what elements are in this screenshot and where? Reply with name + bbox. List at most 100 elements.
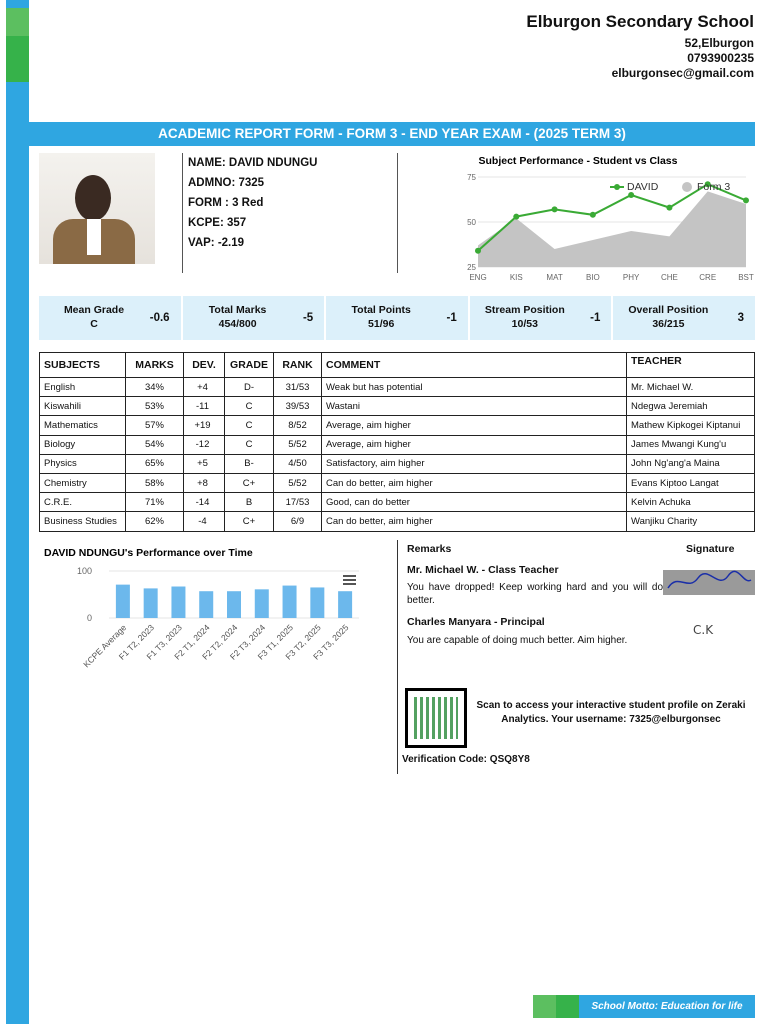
table-cell: Satisfactory, aim higher: [321, 454, 626, 473]
x-tick-label: CRE: [699, 273, 716, 282]
cell-text: Weak but has potential: [326, 381, 423, 393]
student-point: [551, 206, 558, 213]
cell-text: +8: [197, 477, 208, 489]
x-tick-label: ENG: [469, 273, 486, 282]
table-cell: C.R.E.: [39, 493, 125, 512]
table-cell: Kiswahili: [39, 397, 125, 416]
table-cell: 54%: [125, 435, 183, 454]
remarks-heading: Remarks: [407, 543, 452, 555]
table-cell: English: [39, 378, 125, 397]
table-cell: 39/53: [273, 397, 321, 416]
cell-text: +5: [197, 458, 208, 470]
address: 52,Elburgon: [684, 36, 754, 50]
student-point: [743, 197, 749, 204]
table-cell: 17/53: [273, 493, 321, 512]
bar: [171, 586, 186, 618]
bar: [143, 588, 158, 618]
table-row: C.R.E. 71% -14 B 17/53 Good, can do better Kel…: [39, 493, 755, 513]
table-cell: John Ng'ang'a Maina: [626, 454, 755, 473]
header-text: GRADE: [230, 359, 268, 371]
history-chart: DAVID NDUNGU's Performance over Time 0 100…: [44, 547, 359, 669]
header-cell: MARKS: [125, 353, 183, 377]
table-cell: -14: [183, 493, 224, 512]
bar: [282, 585, 297, 618]
table-cell: C+: [224, 512, 273, 531]
table-cell: -12: [183, 435, 224, 454]
summary-change: 3: [738, 312, 747, 324]
table-row: Biology 54% -12 C 5/52 Average, aim higher Jam…: [39, 435, 755, 455]
cell-text: -11: [195, 400, 210, 412]
summary-change: -1: [590, 312, 603, 324]
teacher-comment: You have dropped! Keep working hard and …: [407, 582, 663, 606]
cell-text: Can do better, aim higher: [326, 515, 433, 527]
cell-text: Physics: [44, 458, 77, 470]
table-cell: 8/52: [273, 416, 321, 435]
table-cell: Mathew Kipkogei Kiptanui: [626, 416, 755, 435]
summary-value: 51/96: [368, 318, 395, 330]
table-cell: Ndegwa Jeremiah: [626, 397, 755, 416]
table-cell: 57%: [125, 416, 183, 435]
table-cell: Wastani: [321, 397, 626, 416]
table-cell: Physics: [39, 454, 125, 473]
cell-text: C+: [242, 477, 256, 489]
cell-text: 58%: [144, 477, 164, 489]
banner: ACADEMIC REPORT FORM - FORM 3 - END YEAR…: [29, 122, 755, 146]
table-cell: James Mwangi Kung'u: [626, 435, 755, 454]
table-cell: 62%: [125, 512, 183, 531]
summary-change: -0.6: [150, 312, 173, 324]
legend-marker: [682, 182, 692, 192]
table-cell: +8: [183, 473, 224, 493]
table-cell: C: [224, 435, 273, 454]
change-value: 3: [737, 312, 744, 325]
kcpe: KCPE: 357: [188, 217, 247, 229]
email: elburgonsec@gmail.com: [611, 66, 754, 80]
cell-text: D-: [243, 381, 255, 393]
cell-text: 71%: [144, 496, 164, 508]
header-cell: SUBJECTS: [39, 353, 125, 377]
header-cell: COMMENT: [321, 353, 626, 377]
class-area: [478, 191, 746, 267]
cell-text: Mathematics: [44, 419, 98, 431]
cell-text: 57%: [144, 419, 164, 431]
bar: [338, 591, 353, 618]
bar: [199, 591, 214, 618]
table-cell: 5/52: [273, 435, 321, 454]
table-cell: 6/9: [273, 512, 321, 531]
table-header: SUBJECTS MARKS DEV. GRADE RANK COMMENT TEACHER: [39, 353, 755, 378]
bar: [115, 584, 130, 618]
y-tick-label: 75: [467, 173, 476, 182]
table-cell: Average, aim higher: [321, 435, 626, 454]
summary-value: 454/800: [218, 318, 257, 330]
cell-text: Business Studies: [44, 515, 117, 527]
student-point: [513, 213, 520, 220]
student-photo: [39, 153, 155, 264]
cell-text: Kelvin Achuka: [631, 496, 691, 508]
cell-text: 31/53: [285, 381, 310, 393]
table-cell: +4: [183, 378, 224, 397]
menu-icon[interactable]: [343, 575, 356, 585]
student-info: NAME: DAVID NDUNGU ADMNO: 7325 FORM : 3 …: [188, 157, 317, 257]
table-cell: Mathematics: [39, 416, 125, 435]
admno: ADMNO: 7325: [188, 177, 265, 189]
change-value: -1: [590, 312, 601, 325]
subject-chart: Subject Performance - Student vs Class 25…: [467, 155, 754, 282]
table-cell: Biology: [39, 435, 125, 454]
cell-text: -4: [198, 515, 207, 527]
table-row: Kiswahili 53% -11 C 39/53 Wastani Ndegwa Jerem…: [39, 397, 755, 417]
x-tick-label: CHE: [661, 273, 678, 282]
table-cell: Good, can do better: [321, 493, 626, 512]
summary-label: Total Points: [351, 304, 411, 316]
header-text: RANK: [282, 359, 313, 371]
table-cell: Weak but has potential: [321, 378, 626, 397]
marks-table: SUBJECTS MARKS DEV. GRADE RANK COMMENT TEACHER…: [39, 352, 755, 532]
table-row: Business Studies 62% -4 C+ 6/9 Can do better,…: [39, 512, 755, 532]
header-text: SUBJECTS: [44, 359, 101, 371]
phone: 0793900235: [687, 51, 754, 65]
cell-text: Kiswahili: [44, 400, 81, 412]
header-cell: DEV.: [183, 353, 224, 377]
principal-comment: You are capable of doing much better. Ai…: [407, 635, 628, 646]
cell-text: 5/52: [288, 477, 307, 489]
header-text: TEACHER: [631, 355, 682, 367]
vap: VAP: -2.19: [188, 237, 245, 249]
cell-text: C: [245, 400, 253, 412]
